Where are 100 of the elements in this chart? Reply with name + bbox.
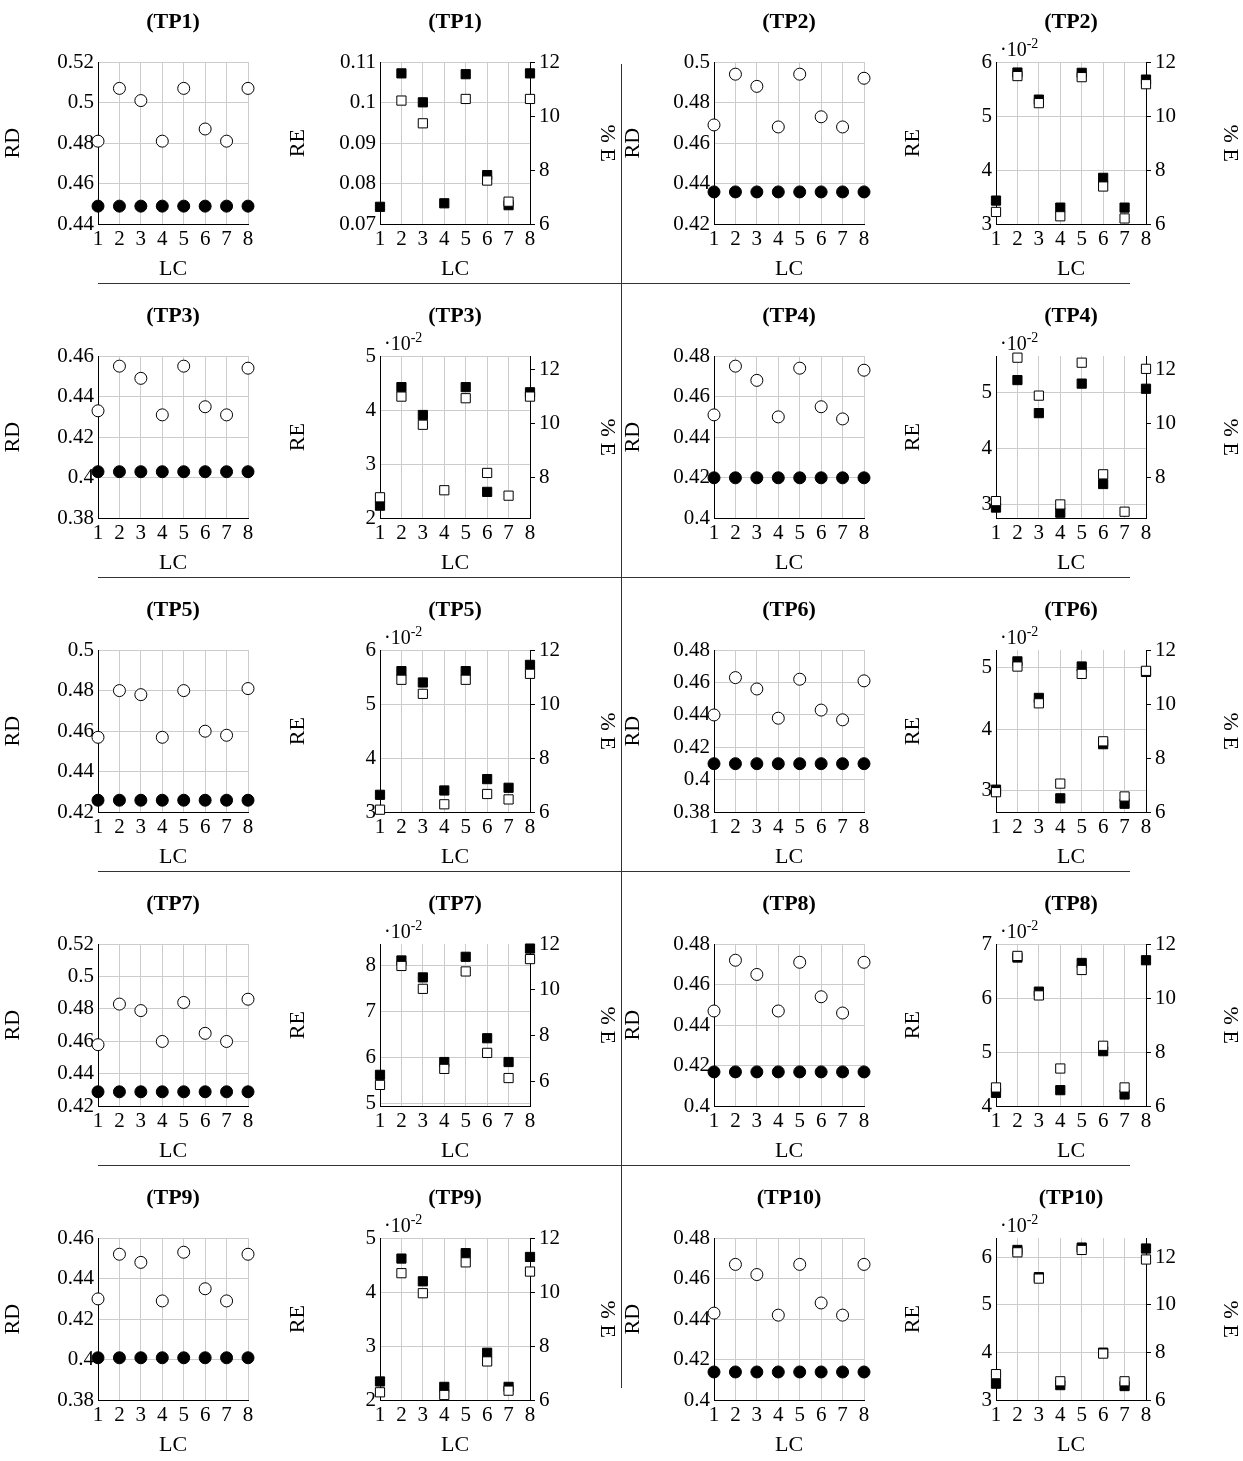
x-tick-label: 6 [1097, 1401, 1109, 1426]
x-tick-label: 3 [1033, 519, 1045, 544]
y-tick-label: 4 [981, 156, 993, 181]
x-tick-label: 4 [1055, 519, 1067, 544]
x-tick-label: 2 [396, 1107, 407, 1132]
x-tick-label: 6 [199, 519, 211, 544]
y2-tick-label: 8 [1155, 464, 1166, 489]
y-tick-label: 4 [365, 1278, 377, 1303]
y-tick-label: 0.46 [57, 170, 94, 195]
x-tick-label: 8 [242, 1107, 254, 1132]
y-tick-label: 0.46 [673, 1265, 710, 1290]
x-tick-label: 3 [135, 1107, 147, 1132]
x-tick-label: 1 [374, 1107, 386, 1132]
y-tick-label: 0.48 [673, 342, 710, 367]
y-tick-label: 4 [981, 435, 993, 460]
y-tick-label: 0.42 [673, 1346, 710, 1371]
x-tick-label: 4 [439, 1401, 451, 1426]
x-axis-title: LC [440, 842, 470, 868]
y-tick-label: 0.52 [57, 48, 94, 73]
y-tick-label: 6 [365, 636, 376, 661]
x-tick-label: 7 [503, 813, 514, 838]
chart-title: (TP5) [428, 596, 482, 621]
x-tick-label: 5 [460, 813, 471, 838]
x-tick-label: 1 [990, 813, 1002, 838]
x-tick-label: 7 [221, 1401, 232, 1426]
x-tick-label: 3 [1033, 225, 1045, 250]
y2-tick-label: 8 [1155, 744, 1166, 769]
y-tick-label: 0.38 [57, 504, 94, 529]
y-tick-label: 5 [981, 1291, 992, 1316]
y-tick-label: 0.4 [683, 1092, 711, 1117]
y2-tick-label: 12 [1155, 930, 1176, 955]
x-tick-label: 5 [460, 519, 471, 544]
x-tick-label: 3 [751, 813, 763, 838]
x-tick-label: 1 [990, 519, 1002, 544]
chart-title: (TP3) [428, 302, 482, 327]
x-tick-label: 7 [1119, 1401, 1130, 1426]
y-axis-title: RE [898, 1011, 924, 1040]
x-tick-label: 4 [1055, 813, 1067, 838]
y-tick-label: 0.46 [673, 383, 710, 408]
y2-tick-label: 10 [1155, 984, 1176, 1009]
x-tick-label: 2 [396, 519, 407, 544]
x-tick-label: 2 [114, 1107, 125, 1132]
x-tick-label: 6 [481, 225, 493, 250]
x-tick-label: 7 [503, 1107, 514, 1132]
x-tick-label: 7 [837, 519, 848, 544]
x-tick-label: 7 [1119, 225, 1130, 250]
x-tick-label: 8 [858, 813, 870, 838]
x-axis-title: LC [1056, 254, 1086, 280]
x-axis-title: LC [774, 842, 804, 868]
x-tick-label: 5 [178, 1107, 189, 1132]
x-tick-label: 4 [1055, 225, 1067, 250]
x-tick-label: 6 [199, 1107, 211, 1132]
chart-title: (TP9) [146, 1184, 200, 1209]
x-axis-title: LC [1056, 548, 1086, 574]
x-tick-label: 7 [503, 519, 514, 544]
x-tick-label: 7 [1119, 519, 1130, 544]
x-tick-label: 7 [221, 519, 232, 544]
x-tick-label: 6 [199, 1401, 211, 1426]
y-tick-label: 7 [365, 998, 376, 1023]
x-tick-label: 4 [1055, 1401, 1067, 1426]
x-tick-label: 8 [1140, 813, 1152, 838]
x-tick-label: 6 [815, 813, 827, 838]
y-tick-label: 0.4 [67, 464, 95, 489]
x-tick-label: 7 [1119, 1107, 1130, 1132]
y-tick-label: 6 [981, 984, 992, 1009]
x-tick-label: 2 [730, 1107, 741, 1132]
y-tick-label: 3 [365, 450, 376, 475]
y-tick-label: 6 [981, 1243, 992, 1268]
y2-axis-title: % E [1219, 418, 1243, 456]
y-tick-label: 0.46 [57, 342, 94, 367]
y2-axis-title: % E [1219, 1006, 1243, 1044]
x-tick-label: 8 [1140, 1401, 1152, 1426]
y2-tick-label: 8 [1155, 156, 1166, 181]
y-tick-label: 5 [365, 1089, 376, 1114]
y-tick-label: 7 [981, 930, 992, 955]
x-tick-label: 5 [1076, 1401, 1087, 1426]
y2-tick-label: 12 [1155, 356, 1176, 381]
x-axis-title: LC [774, 548, 804, 574]
y-tick-label: 0.46 [57, 1224, 94, 1249]
y-tick-label: 3 [365, 1332, 376, 1357]
x-tick-label: 2 [730, 225, 741, 250]
x-tick-label: 2 [114, 1401, 125, 1426]
x-tick-label: 2 [1012, 519, 1023, 544]
y-tick-label: 5 [981, 654, 992, 679]
y-tick-label: 0.46 [57, 1027, 94, 1052]
x-tick-label: 5 [794, 813, 805, 838]
y-tick-label: 0.48 [57, 677, 94, 702]
x-tick-label: 4 [157, 1401, 169, 1426]
y-tick-label: 3 [981, 776, 992, 801]
x-tick-label: 6 [199, 225, 211, 250]
x-tick-label: 3 [751, 1107, 763, 1132]
x-tick-label: 1 [92, 1401, 104, 1426]
y-axis-title: RD [0, 1009, 24, 1041]
x-tick-label: 4 [439, 225, 451, 250]
x-tick-label: 4 [773, 519, 785, 544]
y2-tick-label: 10 [539, 1278, 560, 1303]
x-tick-label: 8 [858, 1107, 870, 1132]
y-tick-label: 0.52 [57, 930, 94, 955]
x-tick-label: 8 [858, 519, 870, 544]
x-tick-label: 4 [157, 1107, 169, 1132]
